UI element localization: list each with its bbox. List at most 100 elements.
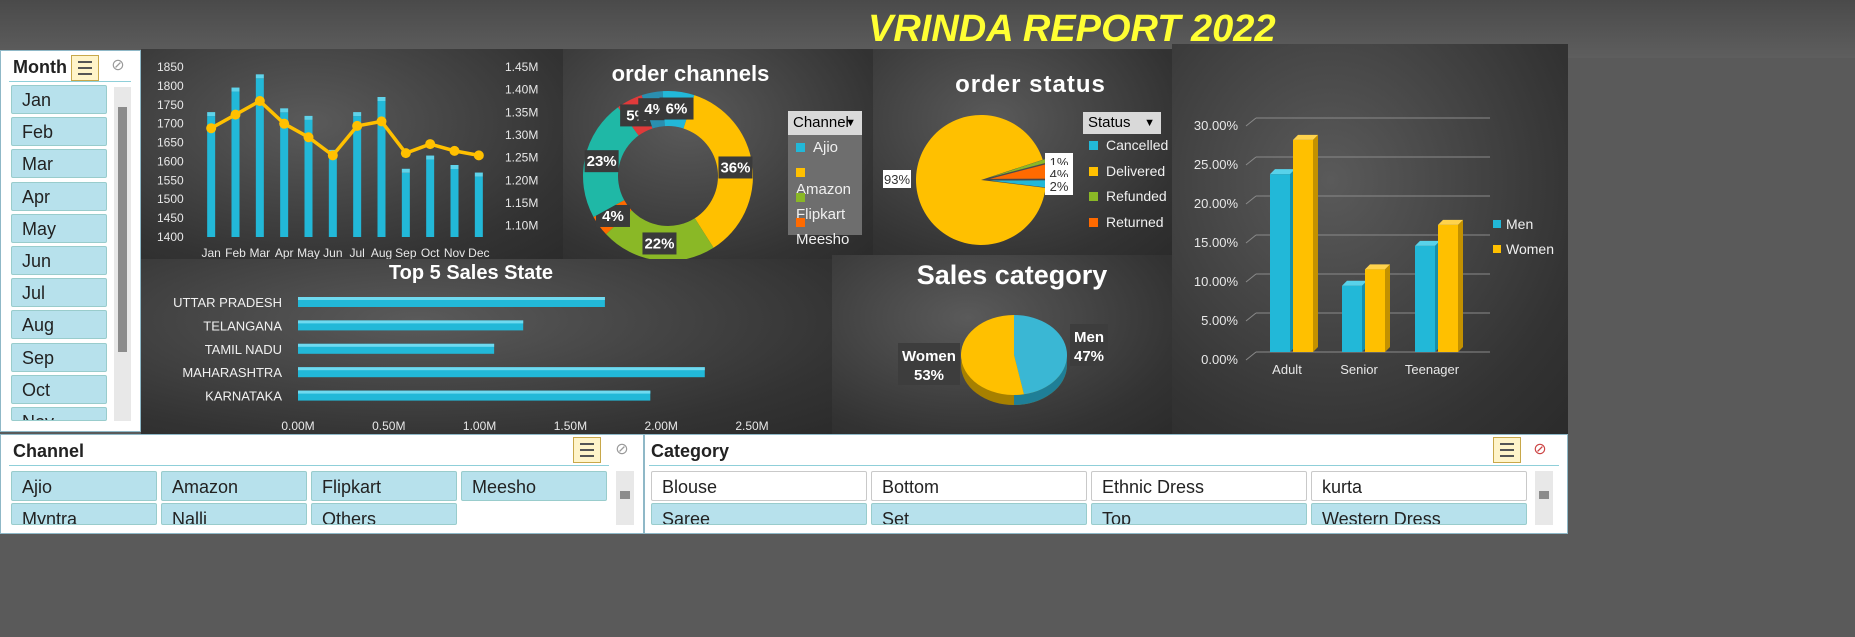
age-legend-label[interactable]: Men — [1506, 216, 1533, 232]
multi-select-icon[interactable] — [573, 437, 601, 463]
status-legend-title: Status — [1088, 114, 1131, 131]
month-bar — [207, 116, 216, 237]
channel-legend-title: Channel — [793, 114, 849, 131]
month-bar — [401, 172, 410, 237]
chevron-down-icon[interactable]: ▼ — [845, 117, 856, 129]
legend-swatch — [796, 193, 805, 202]
state-x-tick: 0.00M — [281, 419, 314, 433]
status-legend-item[interactable]: Returned — [1089, 214, 1164, 230]
category-item[interactable]: Set — [871, 503, 1087, 525]
category-slicer[interactable]: Category ⊘ Blouse Bottom Ethnic Dress kurta… — [644, 434, 1568, 534]
category-item[interactable]: Saree — [651, 503, 867, 525]
age-bar-top — [1270, 169, 1295, 175]
category-item[interactable]: Blouse — [651, 471, 867, 501]
age-bar — [1438, 224, 1458, 352]
channel-slicer[interactable]: Channel ⊘ Ajio Amazon Flipkart Meesho Myntra… — [0, 434, 644, 534]
channel-item[interactable]: Myntra — [11, 503, 157, 525]
status-legend-item[interactable]: Delivered — [1089, 163, 1165, 179]
channel-slice — [683, 95, 753, 248]
month-item[interactable]: Sep — [11, 342, 107, 372]
state-label: KARNATAKA — [205, 389, 282, 404]
channel-scroll-thumb[interactable] — [620, 491, 630, 499]
month-item[interactable]: Oct — [11, 374, 107, 404]
month-scroll-thumb[interactable] — [118, 107, 127, 352]
month-bar-top — [401, 168, 410, 173]
svg-text:Men: Men — [1074, 329, 1104, 346]
month-scrollbar[interactable] — [114, 87, 131, 421]
svg-text:6%: 6% — [666, 101, 688, 118]
month-item[interactable]: Mar — [11, 149, 107, 179]
category-item[interactable]: Ethnic Dress — [1091, 471, 1307, 501]
category-item[interactable]: Top — [1091, 503, 1307, 525]
channel-scrollbar[interactable] — [616, 471, 634, 525]
category-item[interactable]: Bottom — [871, 471, 1087, 501]
channel-legend-item[interactable]: Flipkart — [796, 189, 862, 223]
channel-legend-item[interactable]: Amazon — [796, 164, 862, 198]
month-bar-top — [280, 108, 289, 113]
channel-legend-item[interactable]: Ajio — [796, 139, 838, 156]
left-tick-label: 1700 — [157, 117, 184, 131]
state-x-tick: 1.00M — [463, 419, 496, 433]
monthly-sales-chart: 1850 1800 1750 1700 1650 1600 1550 1500 1450 1400… — [141, 49, 563, 260]
month-item[interactable]: Jul — [11, 278, 107, 308]
month-bar-top — [207, 112, 216, 117]
age-y-tick: 20.00% — [1194, 196, 1239, 211]
month-tick-label: Sep — [395, 246, 417, 259]
state-label: UTTAR PRADESH — [173, 295, 282, 310]
channel-item[interactable]: Others — [311, 503, 457, 525]
month-bar-top — [255, 74, 264, 79]
legend-label: Amazon — [796, 181, 852, 198]
channel-legend-item[interactable]: Meesho — [796, 214, 862, 248]
category-scrollbar[interactable] — [1535, 471, 1553, 525]
right-tick-label: 1.30M — [505, 128, 538, 142]
left-tick-label: 1400 — [157, 230, 184, 244]
category-item[interactable]: kurta — [1311, 471, 1527, 501]
month-item[interactable]: Jun — [11, 246, 107, 275]
age-legend-label[interactable]: Women — [1506, 241, 1554, 257]
revenue-line — [210, 98, 480, 158]
legend-swatch — [1089, 217, 1098, 227]
status-legend-item[interactable]: Refunded — [1089, 188, 1167, 204]
month-item[interactable]: Apr — [11, 181, 107, 211]
top-states-title: Top 5 Sales State — [388, 262, 554, 284]
month-item[interactable]: May — [11, 213, 107, 243]
month-tick-label: May — [297, 246, 320, 259]
channel-item[interactable]: Flipkart — [311, 471, 457, 501]
channel-item[interactable]: Ajio — [11, 471, 157, 501]
category-scroll-thumb[interactable] — [1539, 491, 1549, 499]
month-tick-label: Feb — [225, 246, 246, 259]
category-item[interactable]: Western Dress — [1311, 503, 1527, 525]
status-legend-item[interactable]: Cancelled — [1089, 137, 1168, 153]
channel-item[interactable]: Meesho — [461, 471, 607, 501]
month-item[interactable]: Jan — [11, 85, 107, 114]
multi-select-icon[interactable] — [71, 55, 99, 81]
channel-item[interactable]: Amazon — [161, 471, 307, 501]
legend-label: Meesho — [796, 231, 850, 248]
age-y-tick: 25.00% — [1194, 157, 1239, 172]
pie-depth-men — [1014, 355, 1067, 405]
status-legend-header[interactable]: Status ▼ — [1083, 112, 1161, 134]
month-item[interactable]: Nov — [11, 407, 107, 421]
multi-select-icon[interactable] — [1493, 437, 1521, 463]
revenue-point — [449, 145, 460, 156]
age-legend-swatch — [1493, 245, 1501, 253]
month-item[interactable]: Aug — [11, 310, 107, 340]
age-bar-side — [1313, 134, 1318, 352]
channel-item[interactable]: Nalli — [161, 503, 307, 525]
chevron-down-icon[interactable]: ▼ — [1144, 117, 1155, 129]
category-slicer-header: Category — [651, 441, 730, 461]
left-tick-label: 1550 — [157, 173, 184, 187]
month-bar — [426, 159, 435, 237]
channel-slicer-header: Channel — [13, 441, 85, 461]
channel-slice-label: 23% — [584, 150, 619, 173]
clear-filter-icon[interactable]: ⊘ — [111, 57, 125, 74]
revenue-point — [376, 116, 387, 127]
state-x-tick: 2.00M — [645, 419, 678, 433]
channel-legend-header[interactable]: Channel ▼ — [788, 111, 862, 135]
clear-filter-icon[interactable]: ⊘ — [615, 441, 629, 458]
clear-filter-icon[interactable]: ⊘ — [1533, 441, 1547, 458]
month-item[interactable]: Feb — [11, 117, 107, 147]
month-bar — [353, 116, 362, 237]
state-bar-top — [298, 367, 705, 371]
